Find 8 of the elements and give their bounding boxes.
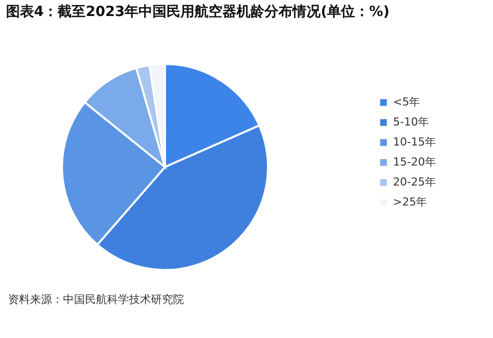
legend-label: 20-25年 (393, 176, 436, 188)
legend-label: 10-15年 (393, 136, 436, 148)
legend-label: 15-20年 (393, 156, 436, 168)
chart-title: 图表4：截至2023年中国民用航空器机龄分布情况(单位：%) (6, 3, 390, 20)
legend-label: 5-10年 (393, 116, 429, 128)
text: 资料来源：中国民航科学技术研究院 (8, 292, 184, 307)
legend-label: <5年 (393, 96, 420, 108)
legend-label: >25年 (393, 196, 428, 208)
